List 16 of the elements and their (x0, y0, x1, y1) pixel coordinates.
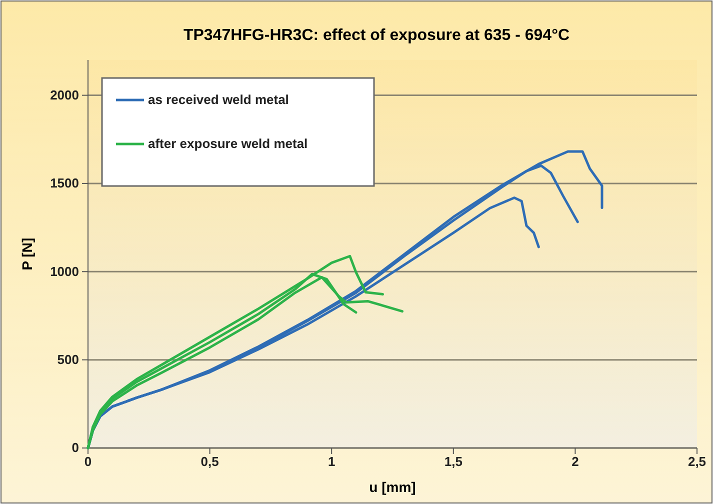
x-tick-label: 2,5 (688, 454, 706, 470)
x-tick-label: 0 (84, 454, 92, 470)
y-tick-label: 500 (57, 352, 79, 367)
x-tick-label: 0,5 (200, 454, 219, 470)
x-axis-title: u [mm] (369, 479, 416, 495)
legend-label: as received weld metal (148, 92, 289, 107)
y-tick-label: 0 (72, 440, 79, 456)
legend-label: after exposure weld metal (148, 136, 308, 151)
x-tick-label: 1,5 (444, 454, 462, 470)
x-tick-label: 1 (328, 454, 336, 470)
chart-title: TP347HFG-HR3C: effect of exposure at 635 - 694°C (183, 27, 570, 44)
y-tick-label: 1000 (50, 264, 79, 279)
y-tick-label: 2000 (50, 87, 79, 102)
y-tick-label: 1500 (50, 176, 79, 191)
y-axis-title: P [N] (19, 238, 35, 270)
x-tick-label: 2 (572, 454, 579, 470)
